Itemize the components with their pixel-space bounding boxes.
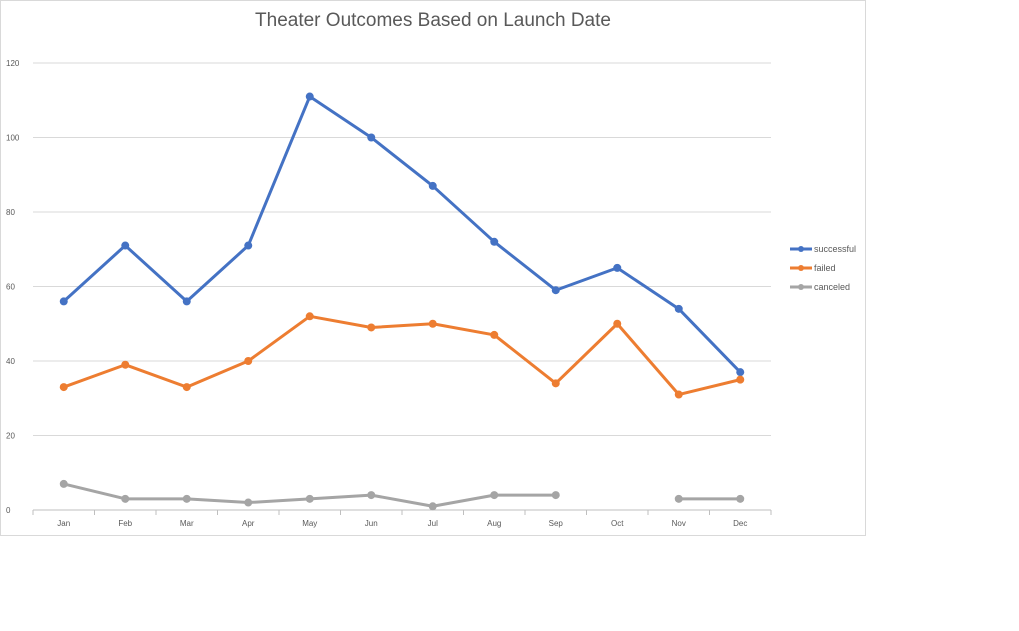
legend-item-successful: successful: [790, 244, 856, 254]
x-tick-label: Aug: [487, 519, 501, 528]
x-tick-label: Jun: [365, 519, 378, 528]
data-point: [244, 241, 253, 250]
series-line: [62, 95, 742, 374]
series-lines: [59, 92, 745, 511]
data-point: [490, 491, 499, 500]
legend-marker: [798, 284, 804, 290]
axes: 0 20 40 60 80 100 120 Jan Feb Mar Apr May Jun Jul Aug S…: [6, 59, 772, 528]
y-tick-label: 0: [6, 506, 11, 515]
data-point: [613, 319, 622, 328]
data-point: [428, 181, 437, 190]
legend-item-failed: failed: [790, 263, 836, 273]
series-canceled: [59, 479, 745, 511]
legend: successful failed canceled: [790, 244, 856, 292]
data-point: [674, 390, 683, 399]
data-point: [736, 375, 745, 384]
x-tick-label: Apr: [242, 519, 255, 528]
x-tick-label: Jan: [57, 519, 70, 528]
data-point: [736, 494, 745, 503]
y-tick-label: 60: [6, 283, 15, 292]
legend-item-canceled: canceled: [790, 282, 850, 292]
data-point: [613, 263, 622, 272]
series-successful: [59, 92, 745, 377]
x-tick-label: Feb: [118, 519, 132, 528]
y-tick-label: 40: [6, 357, 15, 366]
gridlines: [33, 62, 771, 436]
data-point: [490, 330, 499, 339]
data-point: [182, 494, 191, 503]
x-tick-label: Oct: [611, 519, 624, 528]
data-point: [551, 491, 560, 500]
data-point: [121, 360, 130, 369]
data-point: [674, 494, 683, 503]
data-point: [244, 498, 253, 507]
x-tick-label: May: [302, 519, 317, 528]
data-point: [674, 304, 683, 313]
y-tick-label: 100: [6, 134, 20, 143]
data-point: [59, 383, 68, 392]
data-point: [490, 237, 499, 246]
data-point: [182, 383, 191, 392]
x-tick-label: Nov: [672, 519, 686, 528]
y-tick-label: 80: [6, 208, 15, 217]
y-tick-label: 120: [6, 59, 20, 68]
legend-label: successful: [814, 244, 856, 254]
x-tick-label: Mar: [180, 519, 194, 528]
legend-label: canceled: [814, 282, 850, 292]
x-tick-label: Jul: [428, 519, 438, 528]
data-point: [59, 297, 68, 306]
legend-marker: [798, 246, 804, 252]
data-point: [367, 323, 376, 332]
data-point: [305, 494, 314, 503]
series-line: [62, 314, 742, 397]
x-tick-label: Dec: [733, 519, 747, 528]
legend-marker: [798, 265, 804, 271]
data-point: [121, 241, 130, 250]
data-point: [736, 368, 745, 377]
data-point: [367, 491, 376, 500]
data-point: [551, 286, 560, 295]
data-point: [428, 319, 437, 328]
series-failed: [59, 312, 745, 399]
x-tick-label: Sep: [549, 519, 564, 528]
data-point: [305, 92, 314, 101]
data-point: [182, 297, 191, 306]
data-point: [305, 312, 314, 321]
y-tick-label: 20: [6, 432, 15, 441]
data-point: [367, 133, 376, 142]
data-point: [244, 357, 253, 365]
chart-area: [0, 0, 866, 536]
data-point: [551, 379, 560, 388]
legend-label: failed: [814, 263, 836, 273]
data-point: [428, 502, 437, 511]
chart-title: Theater Outcomes Based on Launch Date: [255, 10, 611, 31]
data-point: [59, 479, 68, 488]
data-point: [121, 494, 130, 503]
